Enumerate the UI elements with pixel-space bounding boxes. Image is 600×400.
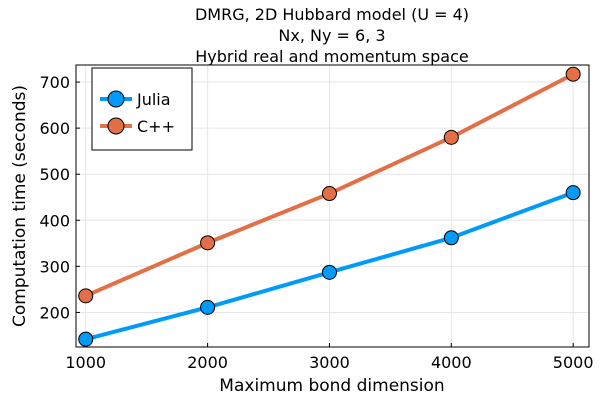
y-axis-ticks: 200 300 400 500 600 700 bbox=[39, 73, 80, 322]
series bbox=[78, 66, 581, 347]
legend-label-cpp: C++ bbox=[137, 117, 175, 136]
x-tick-label: 2000 bbox=[187, 353, 228, 372]
y-tick-label: 300 bbox=[39, 257, 70, 276]
plot-frame bbox=[75, 64, 590, 348]
x-axis-ticks: 1000 2000 3000 4000 5000 bbox=[65, 343, 594, 372]
x-tick-label: 4000 bbox=[431, 353, 472, 372]
x-tick-label: 1000 bbox=[65, 353, 106, 372]
data-point-julia bbox=[200, 299, 216, 315]
chart-title-line-2: Nx, Ny = 6, 3 bbox=[278, 26, 385, 45]
data-point-cpp bbox=[200, 235, 216, 251]
y-axis-label: Computation time (seconds) bbox=[10, 85, 30, 327]
data-point-cpp bbox=[565, 66, 581, 82]
y-tick-label: 500 bbox=[39, 165, 70, 184]
y-tick-label: 200 bbox=[39, 303, 70, 322]
y-tick-label: 700 bbox=[39, 73, 70, 92]
legend-marker-julia bbox=[107, 90, 125, 108]
chart-title-line-1: DMRG, 2D Hubbard model (U = 4) bbox=[195, 5, 469, 24]
data-point-julia bbox=[565, 185, 581, 201]
legend-marker-cpp bbox=[107, 117, 125, 135]
data-point-cpp bbox=[443, 129, 459, 145]
chart-title-line-3: Hybrid real and momentum space bbox=[195, 47, 468, 66]
data-point-julia bbox=[443, 230, 459, 246]
x-tick-label: 5000 bbox=[553, 353, 594, 372]
data-point-cpp bbox=[321, 186, 337, 202]
y-tick-label: 400 bbox=[39, 211, 70, 230]
data-point-cpp bbox=[78, 288, 94, 304]
legend: Julia C++ bbox=[91, 67, 193, 151]
chart-title: DMRG, 2D Hubbard model (U = 4) Nx, Ny = … bbox=[195, 5, 469, 66]
x-axis-label: Maximum bond dimension bbox=[219, 376, 444, 396]
legend-box bbox=[91, 67, 193, 151]
y-tick-label: 600 bbox=[39, 119, 70, 138]
legend-label-julia: Julia bbox=[136, 90, 171, 109]
x-tick-label: 3000 bbox=[309, 353, 350, 372]
data-point-julia bbox=[321, 264, 337, 280]
data-point-julia bbox=[78, 331, 94, 347]
